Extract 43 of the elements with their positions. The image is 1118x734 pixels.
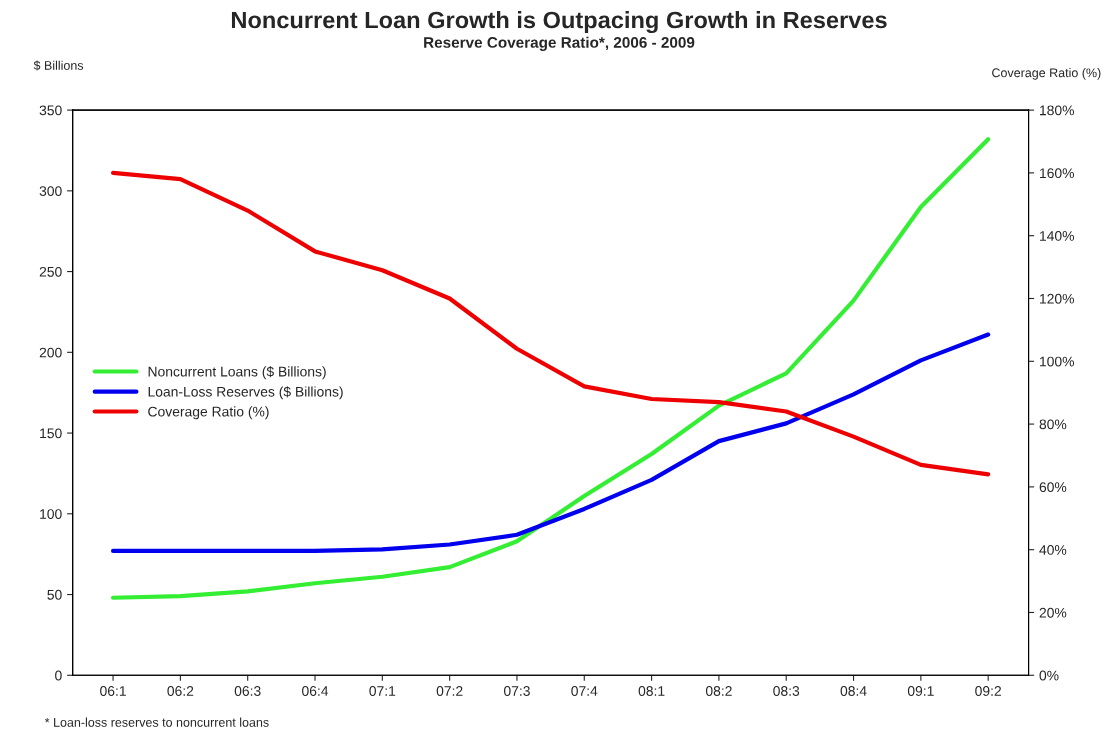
x-tick-label: 07:1 (369, 686, 396, 696)
x-tick-label: 08:2 (705, 686, 732, 696)
y-tick-label: 200 (39, 347, 62, 358)
y2-tick-label: 20% (1039, 607, 1067, 618)
line-series (110, 137, 991, 600)
text: * Loan-loss reserves to noncurrent loans (44, 717, 269, 727)
x-tick-label: 09:1 (907, 686, 934, 696)
y2-tick-label: 180% (1040, 105, 1075, 116)
x-tick-label: 07:2 (436, 686, 463, 696)
x-tick-label: 09:2 (975, 686, 1001, 696)
y2-tick-label: 160% (1040, 168, 1075, 179)
legend-label: Loan-Loss Reserves ($ Billions) (148, 386, 343, 400)
legend-label: Coverage Ratio (%) (148, 406, 269, 420)
y-tick-label: 350 (39, 105, 62, 116)
y2-tick-label: 40% (1039, 545, 1067, 555)
x-tick-label: 06:1 (100, 686, 126, 696)
legend-label: Noncurrent Loans ($ Billions) (148, 366, 326, 380)
x-tick-label: 06:2 (167, 686, 194, 696)
x-tick-label: 08:4 (840, 686, 867, 696)
y2-tick-label: 60% (1039, 482, 1067, 493)
y2-tick-label: 80% (1039, 419, 1067, 430)
x-tick-label: 06:4 (302, 686, 329, 696)
x-tick-label: 07:3 (503, 686, 530, 696)
y2-tick-label: 140% (1040, 231, 1075, 241)
y-tick-label: 150 (40, 428, 62, 439)
x-tick-label: 08:3 (773, 686, 800, 696)
y-axis-title: $ Billions (33, 60, 84, 71)
x-tick-label: 07:4 (571, 686, 598, 696)
y-tick-label: 50 (47, 589, 62, 600)
chart-title: Noncurrent Loan Growth is Outpacing Growth in Reserves (231, 11, 887, 34)
x-tick-label: 08:1 (638, 686, 665, 696)
y-tick-label: 250 (39, 266, 62, 277)
x-tick-label: 06:3 (234, 686, 261, 696)
y-tick-label: 0 (55, 670, 62, 681)
y2-tick-label: 100% (1040, 356, 1075, 367)
y2-tick-label: 0% (1039, 670, 1059, 681)
line-series (110, 332, 991, 554)
line-series (110, 170, 991, 477)
chart-subtitle: Reserve Coverage Ratio*, 2006 - 2009 (424, 36, 695, 51)
y-tick-label: 100 (40, 509, 62, 519)
y2-axis-title: Coverage Ratio (%) (992, 68, 1101, 80)
y2-tick-label: 120% (1040, 293, 1075, 304)
y-tick-label: 300 (39, 186, 62, 197)
